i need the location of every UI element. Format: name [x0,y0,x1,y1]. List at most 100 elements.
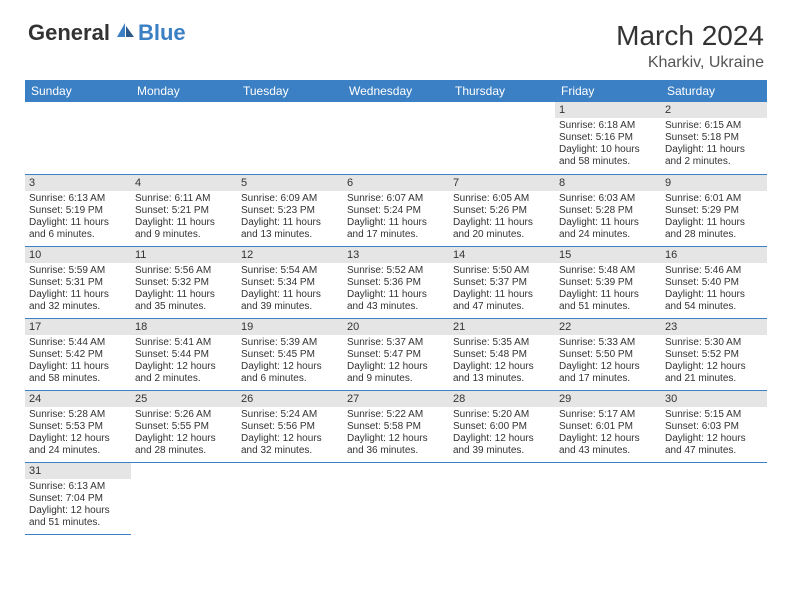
calendar-row: 24Sunrise: 5:28 AMSunset: 5:53 PMDayligh… [25,390,767,462]
calendar-cell: 13Sunrise: 5:52 AMSunset: 5:36 PMDayligh… [343,246,449,318]
calendar-cell [555,462,661,534]
day-number: 22 [555,319,661,335]
weekday-header: Thursday [449,80,555,102]
day-number: 30 [661,391,767,407]
day-number: 17 [25,319,131,335]
calendar-cell [25,102,131,174]
day-details: Sunrise: 5:41 AMSunset: 5:44 PMDaylight:… [131,335,237,387]
calendar-cell [237,102,343,174]
calendar-cell: 30Sunrise: 5:15 AMSunset: 6:03 PMDayligh… [661,390,767,462]
calendar-cell [343,102,449,174]
day-number: 26 [237,391,343,407]
calendar-cell: 8Sunrise: 6:03 AMSunset: 5:28 PMDaylight… [555,174,661,246]
calendar-row: 17Sunrise: 5:44 AMSunset: 5:42 PMDayligh… [25,318,767,390]
calendar-cell: 20Sunrise: 5:37 AMSunset: 5:47 PMDayligh… [343,318,449,390]
weekday-header: Wednesday [343,80,449,102]
location-label: Kharkiv, Ukraine [616,54,764,72]
day-details: Sunrise: 5:30 AMSunset: 5:52 PMDaylight:… [661,335,767,387]
day-details: Sunrise: 6:13 AMSunset: 7:04 PMDaylight:… [25,479,131,531]
day-details: Sunrise: 5:24 AMSunset: 5:56 PMDaylight:… [237,407,343,459]
day-number: 7 [449,175,555,191]
calendar-cell: 28Sunrise: 5:20 AMSunset: 6:00 PMDayligh… [449,390,555,462]
day-number: 5 [237,175,343,191]
day-number: 9 [661,175,767,191]
day-number: 25 [131,391,237,407]
day-details: Sunrise: 5:28 AMSunset: 5:53 PMDaylight:… [25,407,131,459]
calendar-row: 31Sunrise: 6:13 AMSunset: 7:04 PMDayligh… [25,462,767,534]
day-details: Sunrise: 5:17 AMSunset: 6:01 PMDaylight:… [555,407,661,459]
day-details: Sunrise: 5:44 AMSunset: 5:42 PMDaylight:… [25,335,131,387]
calendar-cell: 18Sunrise: 5:41 AMSunset: 5:44 PMDayligh… [131,318,237,390]
day-number: 23 [661,319,767,335]
logo-text-general: General [28,20,110,46]
day-number: 6 [343,175,449,191]
day-number: 3 [25,175,131,191]
day-number: 18 [131,319,237,335]
weekday-header: Monday [131,80,237,102]
calendar-cell: 4Sunrise: 6:11 AMSunset: 5:21 PMDaylight… [131,174,237,246]
day-number: 12 [237,247,343,263]
day-number: 11 [131,247,237,263]
weekday-header: Tuesday [237,80,343,102]
calendar-cell [237,462,343,534]
calendar-cell: 11Sunrise: 5:56 AMSunset: 5:32 PMDayligh… [131,246,237,318]
calendar-cell [449,102,555,174]
day-details: Sunrise: 5:37 AMSunset: 5:47 PMDaylight:… [343,335,449,387]
day-details: Sunrise: 5:22 AMSunset: 5:58 PMDaylight:… [343,407,449,459]
day-details: Sunrise: 5:20 AMSunset: 6:00 PMDaylight:… [449,407,555,459]
calendar-row: 10Sunrise: 5:59 AMSunset: 5:31 PMDayligh… [25,246,767,318]
calendar-cell [131,102,237,174]
day-number: 24 [25,391,131,407]
calendar-cell: 2Sunrise: 6:15 AMSunset: 5:18 PMDaylight… [661,102,767,174]
title-block: March 2024 Kharkiv, Ukraine [616,20,764,72]
day-details: Sunrise: 5:35 AMSunset: 5:48 PMDaylight:… [449,335,555,387]
calendar-cell: 14Sunrise: 5:50 AMSunset: 5:37 PMDayligh… [449,246,555,318]
logo: General Blue [28,20,186,46]
day-details: Sunrise: 6:13 AMSunset: 5:19 PMDaylight:… [25,191,131,243]
day-details: Sunrise: 5:46 AMSunset: 5:40 PMDaylight:… [661,263,767,315]
calendar-cell: 25Sunrise: 5:26 AMSunset: 5:55 PMDayligh… [131,390,237,462]
calendar-cell: 31Sunrise: 6:13 AMSunset: 7:04 PMDayligh… [25,462,131,534]
day-number: 29 [555,391,661,407]
calendar-cell: 1Sunrise: 6:18 AMSunset: 5:16 PMDaylight… [555,102,661,174]
weekday-header: Friday [555,80,661,102]
calendar-cell: 6Sunrise: 6:07 AMSunset: 5:24 PMDaylight… [343,174,449,246]
calendar-cell: 7Sunrise: 6:05 AMSunset: 5:26 PMDaylight… [449,174,555,246]
day-number: 19 [237,319,343,335]
day-details: Sunrise: 5:15 AMSunset: 6:03 PMDaylight:… [661,407,767,459]
calendar-cell: 15Sunrise: 5:48 AMSunset: 5:39 PMDayligh… [555,246,661,318]
day-details: Sunrise: 6:07 AMSunset: 5:24 PMDaylight:… [343,191,449,243]
logo-text-blue: Blue [138,20,186,46]
calendar-table: SundayMondayTuesdayWednesdayThursdayFrid… [25,80,767,535]
day-details: Sunrise: 6:03 AMSunset: 5:28 PMDaylight:… [555,191,661,243]
calendar-cell: 10Sunrise: 5:59 AMSunset: 5:31 PMDayligh… [25,246,131,318]
calendar-row: 3Sunrise: 6:13 AMSunset: 5:19 PMDaylight… [25,174,767,246]
calendar-cell: 19Sunrise: 5:39 AMSunset: 5:45 PMDayligh… [237,318,343,390]
day-details: Sunrise: 5:48 AMSunset: 5:39 PMDaylight:… [555,263,661,315]
calendar-cell: 27Sunrise: 5:22 AMSunset: 5:58 PMDayligh… [343,390,449,462]
calendar-body: 1Sunrise: 6:18 AMSunset: 5:16 PMDaylight… [25,102,767,534]
calendar-cell: 26Sunrise: 5:24 AMSunset: 5:56 PMDayligh… [237,390,343,462]
day-details: Sunrise: 6:18 AMSunset: 5:16 PMDaylight:… [555,118,661,170]
calendar-cell [661,462,767,534]
day-details: Sunrise: 5:52 AMSunset: 5:36 PMDaylight:… [343,263,449,315]
calendar-cell: 21Sunrise: 5:35 AMSunset: 5:48 PMDayligh… [449,318,555,390]
day-number: 27 [343,391,449,407]
calendar-cell: 5Sunrise: 6:09 AMSunset: 5:23 PMDaylight… [237,174,343,246]
day-details: Sunrise: 5:33 AMSunset: 5:50 PMDaylight:… [555,335,661,387]
calendar-cell: 23Sunrise: 5:30 AMSunset: 5:52 PMDayligh… [661,318,767,390]
calendar-cell: 22Sunrise: 5:33 AMSunset: 5:50 PMDayligh… [555,318,661,390]
day-number: 21 [449,319,555,335]
calendar-cell: 16Sunrise: 5:46 AMSunset: 5:40 PMDayligh… [661,246,767,318]
calendar-cell: 12Sunrise: 5:54 AMSunset: 5:34 PMDayligh… [237,246,343,318]
day-details: Sunrise: 5:59 AMSunset: 5:31 PMDaylight:… [25,263,131,315]
day-details: Sunrise: 6:15 AMSunset: 5:18 PMDaylight:… [661,118,767,170]
calendar-row: 1Sunrise: 6:18 AMSunset: 5:16 PMDaylight… [25,102,767,174]
weekday-header: Saturday [661,80,767,102]
day-details: Sunrise: 5:50 AMSunset: 5:37 PMDaylight:… [449,263,555,315]
calendar-header-row: SundayMondayTuesdayWednesdayThursdayFrid… [25,80,767,102]
calendar-cell: 29Sunrise: 5:17 AMSunset: 6:01 PMDayligh… [555,390,661,462]
calendar-cell: 3Sunrise: 6:13 AMSunset: 5:19 PMDaylight… [25,174,131,246]
day-details: Sunrise: 5:26 AMSunset: 5:55 PMDaylight:… [131,407,237,459]
calendar-cell [131,462,237,534]
